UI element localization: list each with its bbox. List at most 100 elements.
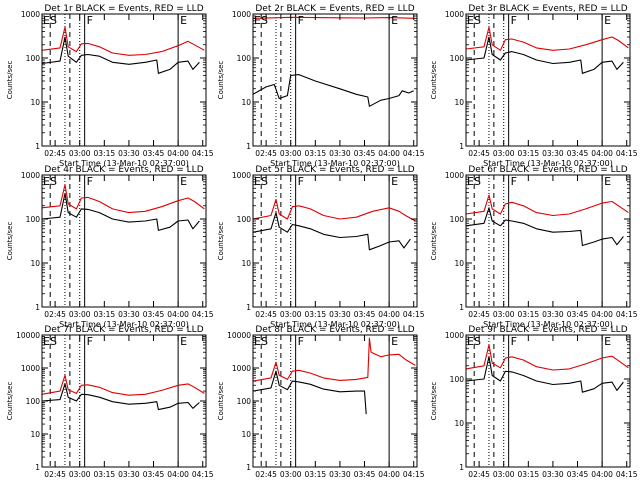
- y-tick-label: 10: [30, 430, 40, 439]
- x-tick-label: 03:30: [329, 149, 351, 158]
- y-tick-label: 1: [459, 303, 464, 312]
- f-marker: F: [87, 175, 93, 188]
- f-marker: F: [298, 14, 304, 27]
- x-tick-label: 04:15: [192, 149, 214, 158]
- es-marker: ES: [467, 14, 481, 27]
- y-tick-label: 1000: [21, 364, 40, 373]
- x-tick-label: 04:00: [167, 149, 189, 158]
- lld-series-line: [252, 337, 416, 382]
- x-tick-label: 04:00: [378, 149, 400, 158]
- y-tick-label: 1: [35, 303, 40, 312]
- es-marker: ES: [43, 175, 57, 188]
- f-marker: F: [87, 335, 93, 348]
- x-tick-label: 03:45: [567, 470, 589, 479]
- x-tick-label: 02:45: [468, 310, 490, 319]
- lld-series-line: [465, 26, 629, 51]
- y-axis-label: Counts/sec: [6, 382, 14, 421]
- x-tick-label: 04:00: [378, 310, 400, 319]
- f-marker: F: [511, 335, 517, 348]
- y-tick-label: 10: [241, 259, 251, 268]
- lld-series-line: [41, 26, 205, 56]
- x-tick-label: 03:00: [69, 310, 91, 319]
- lld-series-line: [465, 194, 629, 217]
- f-marker: F: [87, 14, 93, 27]
- x-tick-label: 03:15: [305, 470, 327, 479]
- x-tick-label: 04:15: [192, 310, 214, 319]
- es-marker: ES: [43, 335, 57, 348]
- x-tick-label: 03:45: [143, 310, 165, 319]
- events-series-line: [252, 212, 411, 251]
- x-tick-label: 03:30: [542, 149, 564, 158]
- f-marker: F: [511, 175, 517, 188]
- x-tick-label: 04:15: [616, 470, 638, 479]
- f-marker: F: [511, 14, 517, 27]
- x-tick-label: 04:00: [591, 149, 613, 158]
- x-axis-label: Start Time (13-Mar-10 02:37:00): [59, 159, 189, 168]
- chart-title: Det 6r BLACK = Events, RED = LLD: [468, 165, 627, 175]
- y-axis-label: Counts/sec: [217, 382, 225, 421]
- x-tick-label: 03:00: [69, 470, 91, 479]
- x-tick-label: 04:00: [591, 310, 613, 319]
- x-tick-label: 03:30: [329, 470, 351, 479]
- y-tick-label: 1000: [232, 10, 251, 19]
- y-tick-label: 10: [454, 98, 464, 107]
- plot-frame: [41, 174, 207, 308]
- y-tick-label: 100: [450, 54, 465, 63]
- chart-title: Det 2r BLACK = Events, RED = LLD: [255, 4, 414, 14]
- x-axis-label: Start Time (13-Mar-10 02:37:00): [270, 159, 400, 168]
- events-series-line: [465, 207, 624, 247]
- x-tick-label: 03:00: [493, 149, 515, 158]
- x-tick-label: 03:45: [143, 149, 165, 158]
- y-axis-label: Counts/sec: [6, 222, 14, 261]
- x-tick-label: 04:15: [403, 470, 425, 479]
- y-tick-label: 10: [30, 98, 40, 107]
- lld-series-line: [41, 184, 205, 214]
- chart-title: Det 9r BLACK = Events, RED = LLD: [468, 325, 627, 335]
- x-tick-label: 03:00: [280, 149, 302, 158]
- y-tick-label: 10: [241, 98, 251, 107]
- events-series-line: [41, 192, 200, 231]
- chart-title: Det 3r BLACK = Events, RED = LLD: [468, 4, 627, 14]
- x-tick-label: 03:45: [567, 149, 589, 158]
- x-tick-label: 03:15: [94, 310, 116, 319]
- x-tick-label: 02:45: [255, 470, 277, 479]
- y-tick-label: 10000: [16, 331, 40, 340]
- es-marker: ES: [254, 175, 268, 188]
- x-tick-label: 03:30: [542, 310, 564, 319]
- chart-title: Det 4r BLACK = Events, RED = LLD: [44, 165, 203, 175]
- y-tick-label: 1000: [445, 171, 464, 180]
- x-tick-label: 04:00: [167, 310, 189, 319]
- e-marker: E: [391, 335, 398, 348]
- chart-title: Det 8r BLACK = Events, RED = LLD: [255, 325, 414, 335]
- x-tick-label: 03:30: [118, 470, 140, 479]
- x-tick-label: 03:15: [94, 149, 116, 158]
- e-marker: E: [604, 175, 611, 188]
- e-marker: E: [180, 335, 187, 348]
- y-tick-label: 10: [241, 430, 251, 439]
- plot-frame: [41, 334, 207, 468]
- x-tick-label: 03:45: [567, 310, 589, 319]
- x-tick-label: 03:00: [493, 310, 515, 319]
- x-tick-label: 03:00: [493, 470, 515, 479]
- x-tick-label: 04:15: [403, 310, 425, 319]
- x-tick-label: 03:00: [280, 470, 302, 479]
- x-tick-label: 02:45: [44, 149, 66, 158]
- y-tick-label: 100: [26, 215, 41, 224]
- es-marker: ES: [467, 175, 481, 188]
- x-tick-label: 04:15: [616, 149, 638, 158]
- y-axis-label: Counts/sec: [430, 222, 438, 261]
- plot-frame: [252, 13, 418, 147]
- e-marker: E: [604, 14, 611, 27]
- y-tick-label: 1: [246, 463, 251, 472]
- y-tick-label: 10: [454, 419, 464, 428]
- x-tick-label: 02:45: [44, 470, 66, 479]
- x-tick-label: 03:30: [118, 149, 140, 158]
- x-tick-label: 03:30: [542, 470, 564, 479]
- e-marker: E: [180, 175, 187, 188]
- events-series-line: [252, 74, 414, 107]
- y-tick-label: 100: [26, 397, 41, 406]
- plot-frame: [465, 174, 631, 308]
